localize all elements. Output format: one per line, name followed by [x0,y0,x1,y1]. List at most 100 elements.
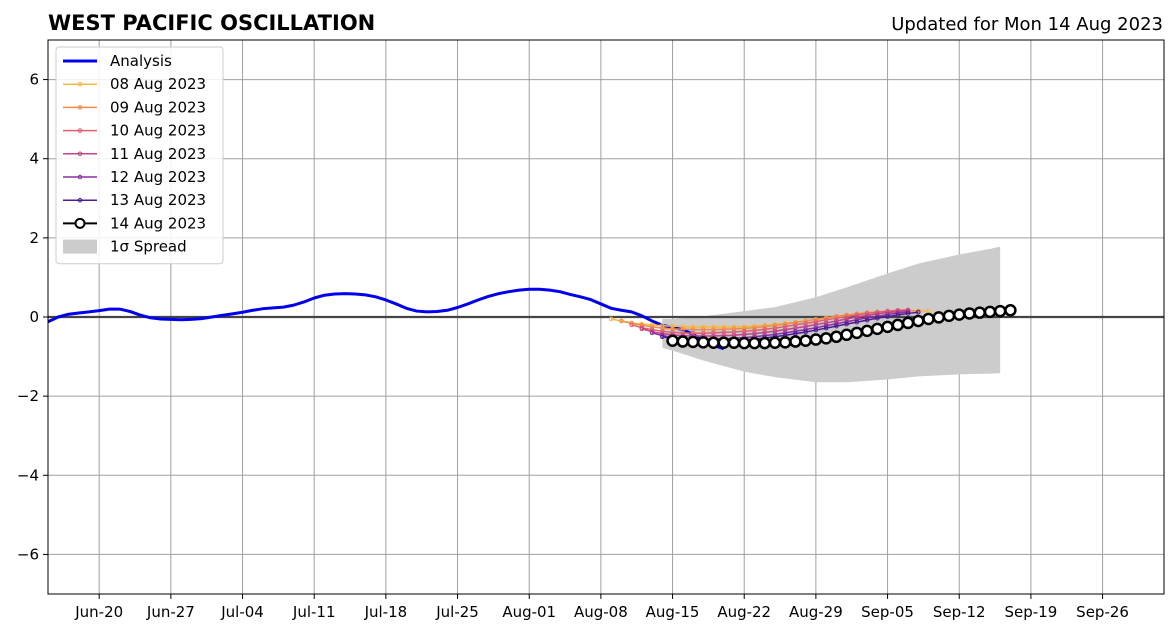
forecast-point [629,322,634,328]
legend-label: 10 Aug 2023 [110,122,206,140]
forecast-point [697,336,710,349]
x-tick-label: Jul-11 [292,603,336,621]
legend-marker [77,128,83,133]
legend: Analysis 08 Aug 2023 09 Aug 2023 10 Aug 202… [55,46,224,265]
legend-label: 14 Aug 2023 [110,214,206,232]
forecast-point [854,319,860,325]
forecast-point [963,307,976,320]
forecast-point [741,326,747,331]
forecast-point [813,327,819,333]
forecast-line [641,309,909,337]
legend-label: 1σ Spread [110,238,187,256]
forecast-point [752,325,757,330]
legend-marker [77,151,83,157]
x-tick-label: Sep-12 [933,603,986,621]
forecast-point [823,325,829,331]
legend-item: 13 Aug 2023 [63,191,206,209]
legend-label: 09 Aug 2023 [110,98,206,116]
forecast-point [864,317,870,323]
forecast-point [901,316,915,330]
forecast-point [649,324,655,330]
legend-item: 12 Aug 2023 [63,168,206,186]
forecast-point [737,336,751,350]
forecast-point [881,320,894,334]
y-tick-label: 2 [29,229,39,247]
forecast-point [834,318,839,324]
forecast-point [690,330,696,336]
legend-item: 10 Aug 2023 [63,122,206,140]
legend-swatch [63,239,97,254]
forecast-point [727,336,741,349]
legend-marker [77,197,83,203]
forecast-point [799,334,812,347]
forecast-point [840,328,853,342]
forecast-point [834,323,839,329]
legend-label: 12 Aug 2023 [110,168,206,186]
forecast-point [905,311,911,316]
legend-item: 11 Aug 2023 [63,145,206,163]
forecast-point [875,315,880,321]
series [47,287,1164,351]
legend-item: Analysis [63,52,172,70]
forecast-point [649,330,655,336]
y-tick-label: 6 [29,71,39,89]
forecast-point [700,324,706,330]
forecast-point [854,314,860,320]
forecast-point [993,304,1007,318]
forecast-point [717,336,730,349]
forecast-point [860,324,874,338]
legend-marker [77,174,83,180]
forecast-point [952,308,966,321]
x-tick-label: Aug-29 [789,603,843,621]
legend-label: 08 Aug 2023 [110,75,206,93]
chart-subtitle: Updated for Mon 14 Aug 2023 [891,14,1163,35]
forecast-point [608,316,614,322]
forecast-point [619,318,624,324]
forecast-point [942,309,956,323]
forecast-point [700,330,706,336]
forecast-point [690,324,696,330]
forecast-point [915,309,921,315]
forecast-point [844,316,849,322]
forecast-point [871,322,884,336]
chart-title: WEST PACIFIC OSCILLATION [48,11,375,35]
legend-label: 11 Aug 2023 [110,145,206,163]
legend-item: 08 Aug 2023 [63,75,206,93]
forecast-point [660,334,665,340]
forecast-point [983,305,997,319]
forecast-point [778,336,792,349]
forecast-point [686,335,700,349]
forecast-point [711,324,716,330]
analysis-line [47,287,725,351]
legend-item: 09 Aug 2023 [63,98,206,116]
forecast-point [639,326,645,332]
forecast-point [676,335,690,348]
forecast-point [922,312,935,326]
forecast-point [850,326,864,340]
x-tick-label: Aug-15 [646,603,700,621]
y-tick-label: −6 [17,545,39,563]
forecast-point [1004,304,1017,317]
forecast-point [707,336,720,349]
forecast-point [748,336,761,350]
x-tick-label: Sep-26 [1076,603,1129,621]
forecast-point [768,336,782,349]
forecast-point [895,312,901,318]
forecast-point [912,314,925,328]
legend-label: 13 Aug 2023 [110,191,206,209]
x-tick-label: Jun-27 [146,603,195,621]
forecast-point [973,306,986,319]
forecast-point [666,334,679,347]
forecast-line [631,309,909,334]
x-tick-label: Aug-22 [717,603,771,621]
forecast-point [789,335,802,348]
forecast-point [844,321,849,327]
forecast-point [680,330,686,336]
y-tick-label: 0 [29,308,39,326]
forecast-point [891,318,905,332]
y-tick-label: 4 [29,150,39,168]
forecast-point [819,332,833,345]
x-tick-label: Aug-08 [574,603,628,621]
legend-box [55,46,224,265]
